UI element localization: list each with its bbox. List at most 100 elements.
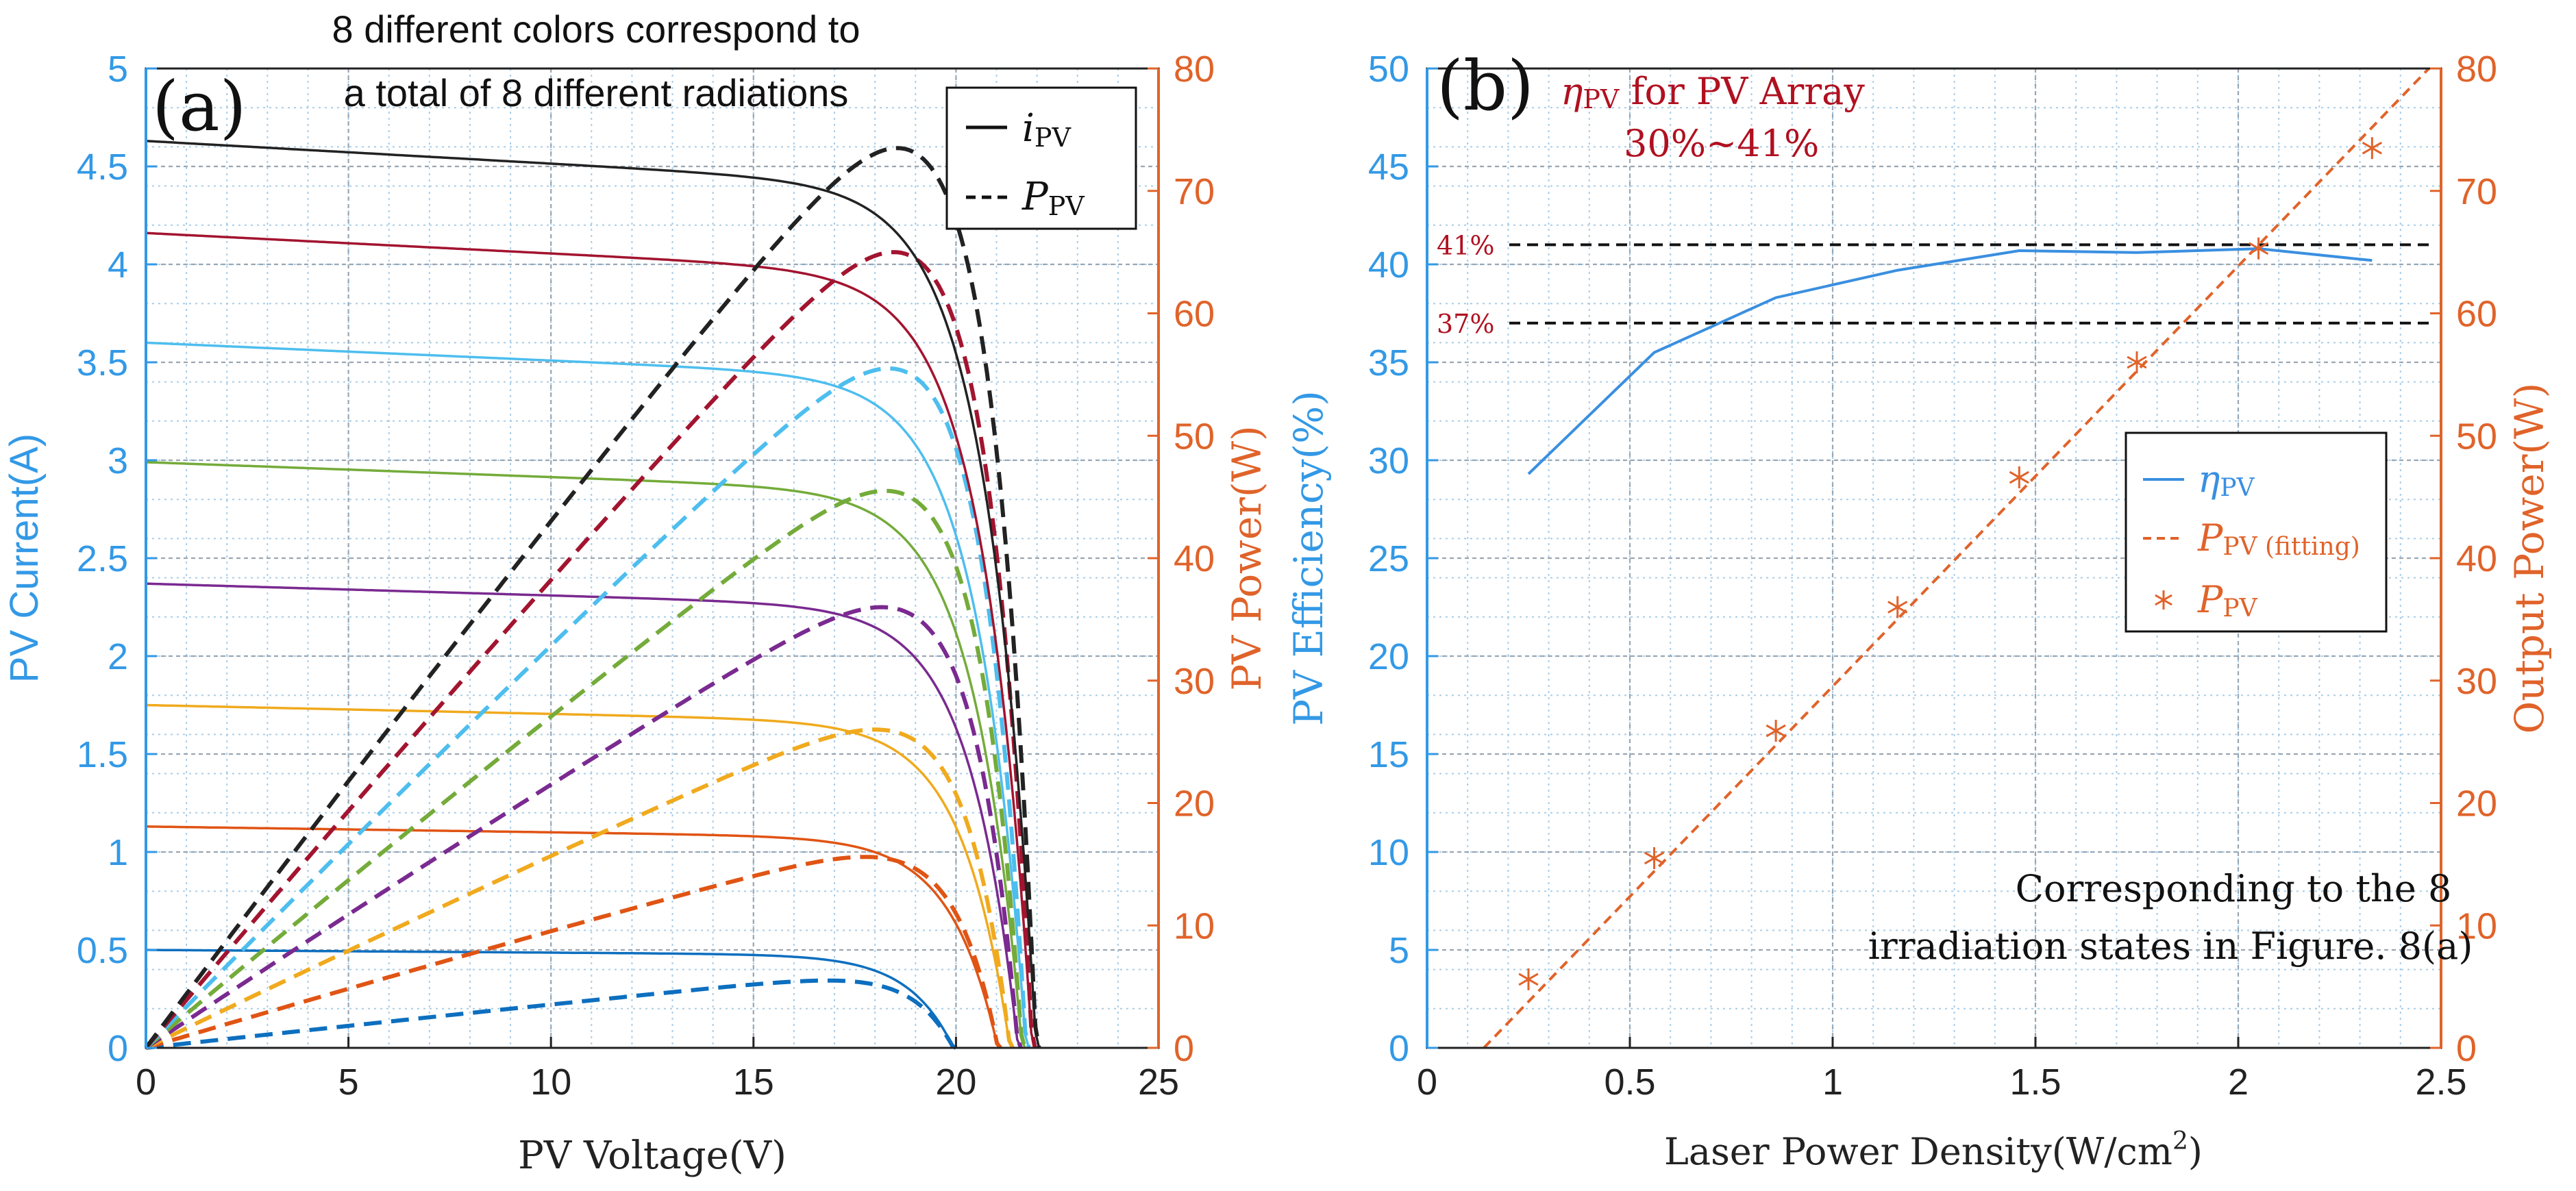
annotation-eta-title: ηPV for PV Array bbox=[1561, 70, 1865, 114]
panel-a-ytick-right-label: 0 bbox=[1174, 1028, 1194, 1069]
panel-a-label: (a) bbox=[152, 66, 247, 147]
legend-ppv-main: P bbox=[1021, 175, 1049, 219]
annotation-eta-rest: for PV Array bbox=[1619, 70, 1865, 113]
power-curve bbox=[144, 250, 1037, 1049]
panel-b-xtick-label: 0.5 bbox=[1604, 1062, 1655, 1103]
panel-a-ytick-left-label: 5 bbox=[108, 49, 128, 90]
panel-a-xtick-label: 5 bbox=[338, 1062, 359, 1103]
power-curve bbox=[144, 146, 1041, 1049]
panel-a: 0 5 10 15 20 2500.511.522.533.544.55010203040… bbox=[2, 8, 1270, 1178]
legend-ipv-main: i bbox=[1022, 106, 1035, 151]
current-curve bbox=[146, 949, 957, 1049]
panel-b-xtick-label: 2.5 bbox=[2415, 1062, 2466, 1103]
reference-line-label: 41% bbox=[1437, 230, 1494, 260]
panel-a-ytick-left-label: 3.5 bbox=[77, 342, 128, 384]
panel-b-ytick-left-label: 5 bbox=[1389, 930, 1409, 971]
panel-a-ytick-left-label: 2 bbox=[108, 636, 128, 677]
panel-b-legend-box bbox=[2125, 431, 2388, 633]
panel-b-reference-lines: 41% 37% bbox=[1437, 230, 2436, 339]
panel-b-xtick-label: 0 bbox=[1417, 1062, 1437, 1103]
panel-b-xlabel-sup: 2 bbox=[2172, 1127, 2188, 1155]
legend-label-ppv-points: PPV bbox=[2197, 578, 2258, 623]
panel-a-xtick-label: 10 bbox=[530, 1062, 571, 1103]
power-point-marker bbox=[2127, 351, 2147, 373]
panel-a-ytick-left-label: 4 bbox=[108, 245, 128, 286]
legend-label-fit: PPV (fitting) bbox=[2197, 516, 2360, 561]
panel-a-ytick-right-label: 20 bbox=[1174, 783, 1215, 825]
power-point-marker bbox=[2009, 466, 2029, 489]
panel-b-ytick-left-label: 30 bbox=[1368, 440, 1409, 481]
panel-b-xtick-label: 2 bbox=[2228, 1062, 2249, 1103]
legend-eta-sub: PV bbox=[2220, 474, 2255, 502]
current-curve bbox=[145, 231, 1037, 1049]
power-point-marker bbox=[2248, 237, 2269, 260]
panel-b-ytick-right-label: 40 bbox=[2456, 538, 2497, 579]
panel-a-xtick-label: 25 bbox=[1138, 1062, 1179, 1103]
power-curve bbox=[145, 605, 1023, 1050]
legend-ppv-sub: PV bbox=[1048, 191, 1085, 221]
panel-b-ytick-right-label: 0 bbox=[2456, 1028, 2477, 1069]
panel-a-xlabel: PV Voltage(V) bbox=[518, 1133, 787, 1178]
panel-a-ytick-right-label: 50 bbox=[1174, 416, 1215, 457]
panel-b-ytick-left-label: 25 bbox=[1368, 538, 1409, 579]
reference-line-label: 37% bbox=[1437, 309, 1494, 339]
panel-a-ytick-right-label: 80 bbox=[1174, 49, 1215, 90]
current-curve bbox=[145, 825, 1002, 1049]
panel-a-ytick-right-label: 10 bbox=[1174, 905, 1215, 946]
annotation-range: 30%~41% bbox=[1624, 122, 1819, 165]
legend-fit-sub: PV (fitting) bbox=[2222, 533, 2360, 561]
panel-a-ylabel-left: PV Current(A) bbox=[2, 434, 47, 683]
panel-b-ytick-left-label: 0 bbox=[1389, 1028, 1409, 1069]
panel-a-ytick-left-label: 3 bbox=[108, 440, 128, 481]
panel-b-label: (b) bbox=[1437, 46, 1534, 126]
panel-b-ytick-left-label: 45 bbox=[1368, 147, 1409, 188]
panel-a-title-line1: 8 different colors correspond to bbox=[332, 8, 860, 51]
panel-a-ytick-left-label: 2.5 bbox=[77, 538, 128, 579]
panel-b-ytick-left-label: 50 bbox=[1368, 49, 1409, 90]
panel-b-ytick-right-label: 30 bbox=[2456, 661, 2497, 702]
panel-b-ytick-right-label: 60 bbox=[2456, 294, 2497, 335]
current-curve bbox=[145, 703, 1014, 1049]
legend-star-shape bbox=[2155, 590, 2172, 610]
panel-a-ytick-left-label: 1 bbox=[108, 832, 128, 873]
legend-label-ipv: iPV bbox=[1022, 106, 1071, 153]
panel-b-ytick-left-label: 40 bbox=[1368, 245, 1409, 286]
panel-b-ylabel-left: PV Efficiency(%) bbox=[1285, 390, 1332, 726]
legend-marker-star bbox=[2155, 590, 2172, 610]
panel-b-ylabel-right: Output Power(W) bbox=[2506, 383, 2553, 734]
panel-b-ytick-left-label: 10 bbox=[1368, 832, 1409, 873]
panel-a-ytick-right-label: 30 bbox=[1174, 661, 1215, 702]
panel-a-xtick-label: 20 bbox=[935, 1062, 976, 1103]
panel-b-ytick-left-label: 15 bbox=[1368, 734, 1409, 775]
panel-a-title-line2: a total of 8 different radiations bbox=[344, 71, 849, 114]
panel-a-ytick-left-label: 1.5 bbox=[77, 734, 128, 775]
power-point-marker bbox=[1644, 847, 1665, 869]
legend-label-eta: ηPV bbox=[2198, 457, 2255, 502]
power-point-marker bbox=[1887, 596, 1908, 618]
panel-b-ytick-right-label: 80 bbox=[2456, 49, 2497, 90]
panel-a-legend-box bbox=[945, 86, 1137, 230]
panel-b-ytick-right-label: 50 bbox=[2456, 416, 2497, 457]
panel-b-ytick-left-label: 35 bbox=[1368, 342, 1409, 384]
panel-b-ytick-right-label: 20 bbox=[2456, 783, 2497, 825]
power-curve bbox=[144, 366, 1031, 1050]
legend-ipv-sub: PV bbox=[1035, 123, 1072, 153]
power-point-marker bbox=[1518, 968, 1539, 990]
panel-a-ticks: 0 5 10 15 20 2500.511.522.533.544.55010203040… bbox=[77, 49, 1215, 1103]
panel-b-ytick-right-label: 70 bbox=[2456, 171, 2497, 212]
panel-a-ytick-left-label: 0.5 bbox=[77, 930, 128, 971]
panel-b-xlabel: Laser Power Density(W/cm2) bbox=[1664, 1127, 2203, 1173]
panel-a-xtick-label: 15 bbox=[733, 1062, 774, 1103]
current-curve bbox=[145, 341, 1030, 1049]
panel-b-legend: ηPV PPV (fitting) PPV bbox=[2125, 431, 2388, 633]
panel-a-ytick-left-label: 0 bbox=[108, 1028, 128, 1069]
power-fitting-line bbox=[1483, 67, 2430, 1049]
legend-fit-main: P bbox=[2197, 516, 2224, 560]
legend-label-ppv: PPV bbox=[1021, 175, 1085, 221]
legend-pts-sub: PV bbox=[2222, 594, 2257, 623]
legend-eta-main: η bbox=[2198, 457, 2220, 501]
annotation-eta-symbol: η bbox=[1561, 70, 1583, 113]
panel-a-ytick-right-label: 70 bbox=[1174, 171, 1215, 212]
